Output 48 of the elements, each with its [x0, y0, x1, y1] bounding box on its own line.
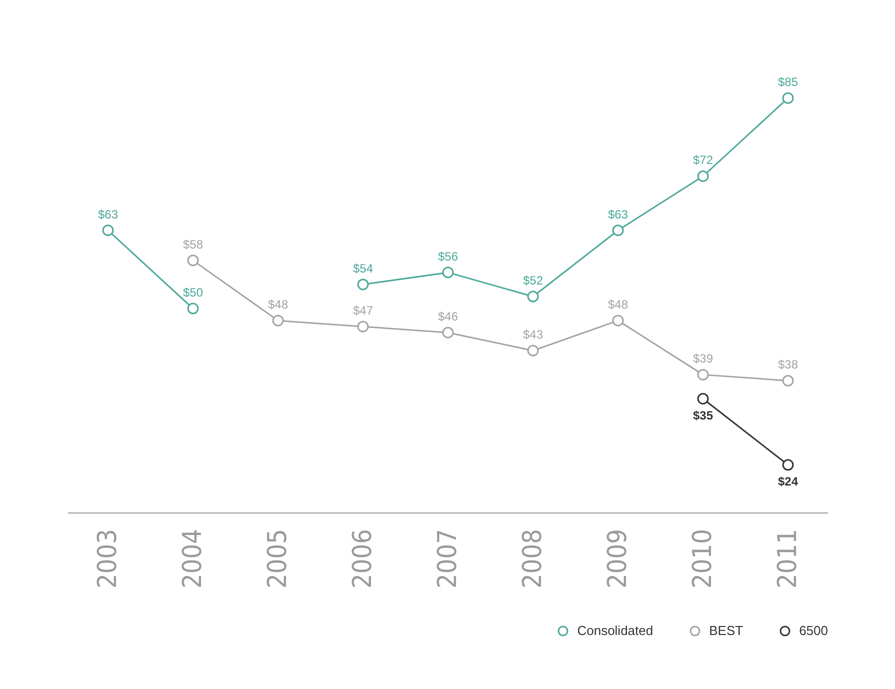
- data-label: $48: [608, 298, 628, 312]
- point: [782, 374, 794, 386]
- legend-label: Consolidated: [577, 623, 654, 638]
- legend-label: BEST: [709, 623, 744, 638]
- point: [187, 254, 199, 266]
- x-tick-label: 2003: [93, 529, 123, 589]
- point: [697, 392, 709, 404]
- data-label: $47: [352, 304, 374, 318]
- point: [527, 290, 539, 302]
- data-label: $38: [778, 358, 798, 372]
- point: [442, 326, 454, 338]
- point: [782, 459, 794, 471]
- data-label: $52: [522, 274, 544, 288]
- data-label: $58: [182, 237, 204, 252]
- point: [272, 314, 284, 326]
- data-label: $43: [522, 328, 544, 342]
- data-label: $35: [692, 408, 714, 422]
- data-label: $54: [352, 261, 374, 276]
- data-label: $46: [438, 310, 458, 324]
- x-tick-label: 2009: [603, 529, 633, 589]
- point: [782, 92, 794, 104]
- data-label: $24: [778, 474, 798, 488]
- point: [187, 302, 199, 314]
- data-label: $39: [692, 352, 714, 366]
- point: [357, 320, 369, 332]
- data-label: $48: [268, 298, 288, 312]
- x-tick-label: 2006: [348, 529, 378, 589]
- data-label: $50: [182, 286, 204, 300]
- data-label: $63: [608, 207, 628, 222]
- data-label: $56: [438, 249, 458, 264]
- data-label: $72: [692, 153, 714, 168]
- point: [102, 224, 114, 236]
- data-label: $63: [98, 207, 118, 222]
- x-tick-label: 2007: [433, 529, 463, 589]
- data-label: $85: [778, 75, 798, 90]
- point: [527, 344, 539, 356]
- point: [697, 170, 709, 182]
- point: [442, 266, 454, 278]
- legend-label: 6500: [799, 623, 828, 638]
- point: [697, 368, 709, 380]
- x-tick-label: 2011: [773, 529, 803, 589]
- point: [612, 314, 624, 326]
- point: [612, 224, 624, 236]
- point: [357, 278, 369, 290]
- x-tick-label: 2010: [688, 529, 718, 589]
- x-tick-label: 2004: [178, 529, 208, 589]
- x-tick-label: 2008: [518, 529, 548, 589]
- x-tick-label: 2005: [263, 529, 293, 589]
